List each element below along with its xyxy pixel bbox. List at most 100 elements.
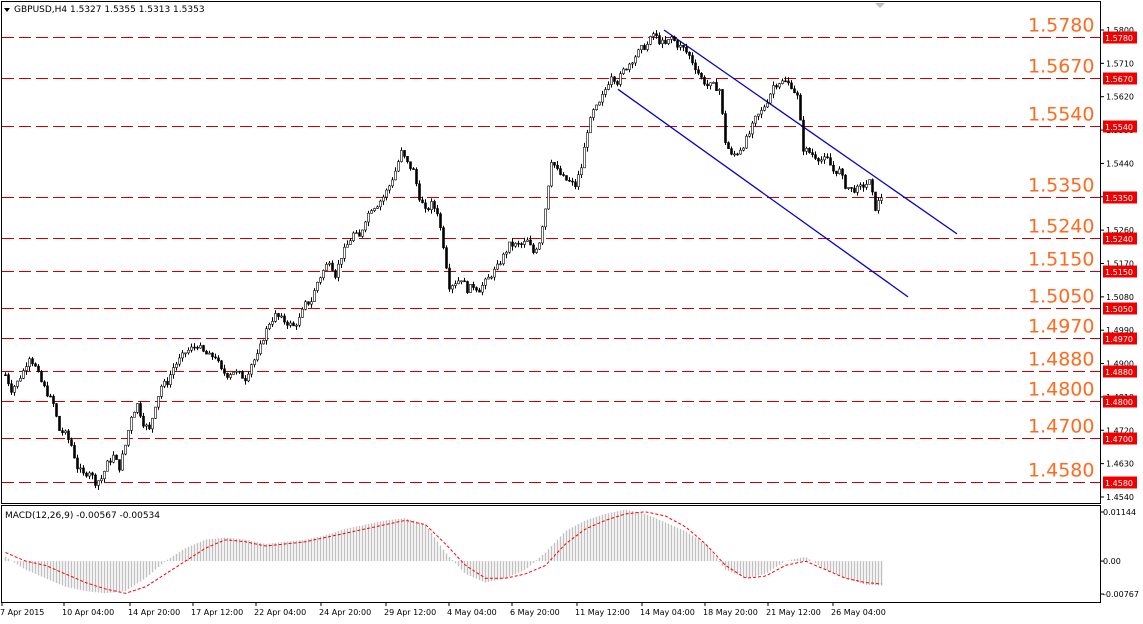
candle-body [241,371,244,379]
scroll-shift-icon[interactable] [875,3,885,8]
candle-body [601,94,604,103]
candle-body [652,33,655,37]
candle-body [790,82,793,90]
candle-body [829,157,832,166]
time-tick-label: 14 Apr 20:00 [128,608,180,617]
candle-body [202,345,205,352]
candle-body [673,36,676,41]
candle-body [442,227,445,248]
trend-channel[interactable] [617,29,958,298]
candle-body [187,349,190,354]
candle-body [229,374,232,378]
level-tag-text: 1.4800 [1105,398,1133,407]
candle-body [235,370,238,373]
candle-body [247,373,250,382]
candle-body [583,146,586,169]
candle-body [316,281,319,291]
candle-body [754,115,757,124]
candle-body [550,162,553,187]
candle-body [217,357,220,362]
candle-body [112,454,115,463]
candle-body [466,281,469,293]
candle-body [376,206,379,209]
candle-body [406,156,409,163]
level-tag-text: 1.4970 [1105,335,1133,344]
candle-body [313,290,316,302]
candle-body [559,168,562,175]
candle-body [772,85,775,95]
candle-body [433,201,436,209]
candle-body [403,150,406,157]
candle-body [319,277,322,283]
channel-line[interactable] [617,88,909,298]
macd-tick-label: 0.01144 [1103,508,1136,517]
candle-body [781,80,784,84]
candle-body [352,232,355,241]
candle-body [358,232,361,237]
candle-body [727,142,730,149]
candle-body [250,364,253,375]
candle-body [616,81,619,85]
price-tick-label: 1.5710 [1106,59,1134,68]
candle-body [94,474,97,486]
candle-body [724,113,727,143]
time-tick-label: 10 Apr 04:00 [62,608,114,617]
candle-body [613,76,616,82]
candle-body [814,154,817,159]
candle-body [280,315,283,318]
candle-body [676,40,679,48]
candle-body [547,185,550,210]
candle-body [646,43,649,50]
candle-body [778,83,781,88]
candle-body [82,467,85,474]
level-tag [1103,72,1137,85]
candle-body [445,247,448,269]
candle-body [775,85,778,88]
candle-body [52,395,55,404]
candle-body [169,374,172,385]
channel-line[interactable] [663,29,958,235]
time-tick-label: 24 Apr 20:00 [319,608,371,617]
candle-body [244,378,247,382]
candle-body [760,110,763,115]
candle-body [424,202,427,209]
candle-body [103,470,106,480]
candle-body [475,287,478,291]
macd-signal-line [5,511,882,594]
candle-body [100,478,103,482]
candle-body [364,221,367,231]
candle-body [40,371,43,383]
level-tag [1103,120,1137,133]
candle-body [739,149,742,155]
time-tick-label: 22 Apr 04:00 [254,608,306,617]
candle-body [610,76,613,85]
candle-body [430,201,433,211]
level-tag-text: 1.4880 [1105,368,1133,377]
candle-body [133,412,136,418]
time-tick-label: 21 May 12:00 [766,608,821,617]
level-label: 1.5150 [1028,249,1094,271]
candle-body [499,263,502,266]
candle-body [664,39,667,44]
candle-body [151,417,154,430]
candle-body [106,460,109,472]
level-tag [1103,365,1137,378]
candle-body [844,174,847,189]
candle-body [868,179,871,185]
candle-body [64,430,67,434]
symbol-dropdown-icon[interactable] [4,8,10,12]
price-pane-frame [1,1,1101,504]
candle-body [118,459,121,471]
candle-body [223,368,226,374]
candle-body [802,119,805,152]
candle-body [340,258,343,265]
candle-body [370,210,373,214]
candle-body [331,262,334,271]
candle-body [535,248,538,253]
candle-body [580,167,583,176]
candle-body [292,322,295,327]
candle-body [16,380,19,387]
candle-body [706,83,709,87]
